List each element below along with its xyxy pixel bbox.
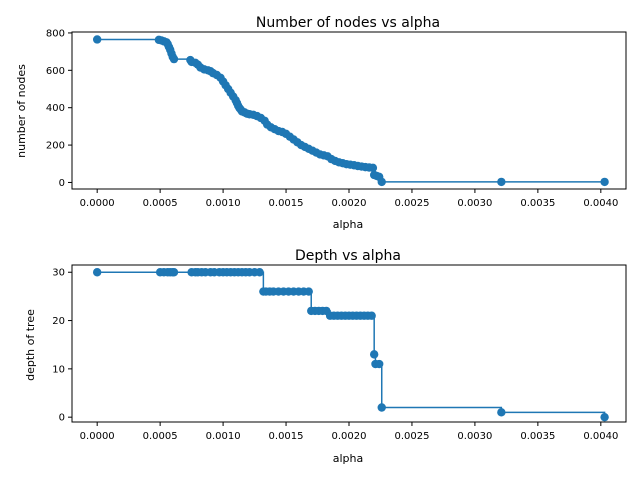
- x-tick-label: 0.0015: [269, 198, 304, 209]
- chart-title: Number of nodes vs alpha: [256, 15, 440, 31]
- x-tick-label: 0.0010: [206, 198, 241, 209]
- y-axis-label: depth of tree: [24, 309, 37, 381]
- depth-vs-alpha-chart: Depth vs alpha 0.0000 0.0005 0.0010 0.0015 0…: [24, 248, 627, 465]
- data-point: [377, 403, 386, 412]
- x-tick-label: 0.0030: [457, 198, 492, 209]
- data-point: [92, 35, 102, 44]
- x-tick-label: 0.0035: [520, 431, 555, 442]
- data-point: [169, 268, 179, 277]
- x-axis-label: alpha: [333, 452, 364, 465]
- x-tick-label: 0.0005: [143, 431, 178, 442]
- data-point: [600, 177, 609, 187]
- x-tick-label: 0.0035: [520, 198, 555, 209]
- plot-series: [92, 35, 609, 187]
- data-point: [369, 350, 379, 359]
- data-point: [255, 268, 264, 277]
- x-axis-label: alpha: [333, 218, 364, 231]
- x-tick-label: 0.0000: [80, 431, 115, 442]
- y-tick-label: 10: [52, 364, 65, 375]
- axis-ticks: 0.0000 0.0005 0.0010 0.0015 0.0020 0.0025 0.00…: [46, 28, 618, 209]
- data-point: [497, 408, 506, 417]
- y-tick-label: 200: [46, 141, 65, 152]
- x-tick-label: 0.0020: [332, 431, 367, 442]
- x-tick-label: 0.0020: [332, 198, 367, 209]
- plot-series: [92, 268, 609, 422]
- y-axis-label: number of nodes: [15, 64, 28, 158]
- y-tick-label: 400: [46, 103, 65, 114]
- y-tick-label: 800: [46, 28, 65, 39]
- x-tick-label: 0.0040: [583, 431, 618, 442]
- chart-title: Depth vs alpha: [295, 248, 401, 264]
- y-tick-label: 600: [46, 66, 65, 77]
- x-tick-label: 0.0025: [394, 431, 429, 442]
- y-tick-label: 0: [59, 413, 65, 424]
- data-point: [368, 163, 378, 173]
- x-tick-label: 0.0010: [206, 431, 241, 442]
- data-point: [497, 177, 506, 187]
- y-tick-label: 30: [52, 268, 65, 279]
- x-tick-label: 0.0000: [80, 198, 115, 209]
- x-tick-label: 0.0015: [269, 431, 304, 442]
- data-point: [375, 359, 384, 369]
- data-point: [377, 177, 386, 187]
- y-tick-label: 0: [59, 178, 65, 189]
- x-tick-label: 0.0030: [457, 431, 492, 442]
- y-tick-label: 20: [52, 316, 65, 327]
- x-tick-label: 0.0025: [394, 198, 429, 209]
- data-point: [367, 311, 376, 320]
- x-tick-label: 0.0040: [583, 198, 618, 209]
- data-point: [169, 54, 179, 64]
- data-point: [304, 287, 313, 296]
- nodes-vs-alpha-chart: Number of nodes vs alpha 0.0000 0.0005 0.0…: [15, 15, 627, 231]
- x-tick-label: 0.0005: [143, 198, 178, 209]
- data-point: [92, 268, 102, 277]
- data-point: [600, 412, 609, 422]
- axis-ticks: 0.0000 0.0005 0.0010 0.0015 0.0020 0.0025 0.00…: [52, 268, 618, 442]
